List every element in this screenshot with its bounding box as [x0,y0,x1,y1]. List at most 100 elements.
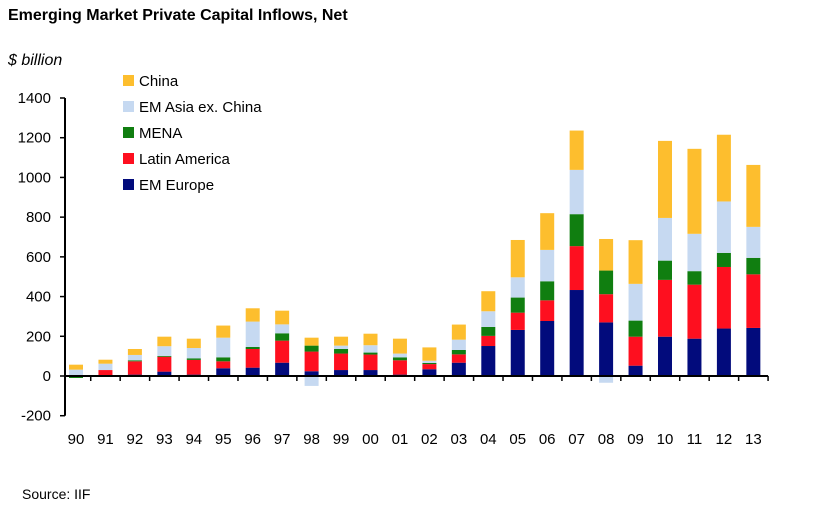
bar-latin-america-00 [363,354,378,371]
bar-mena-98 [304,345,319,352]
bar-em-europe-00 [363,370,378,376]
bar-em-europe-13 [746,327,761,376]
y-tick-label: 600 [26,249,51,266]
bar-em-asia-ex-china-05 [510,277,525,298]
bar-latin-america-02 [422,364,437,370]
x-tick-label: 01 [392,431,409,448]
bar-mena-08 [599,270,614,295]
bar-china-99 [334,336,349,346]
legend-label: EM Europe [139,177,214,194]
bar-em-europe-12 [716,328,731,376]
bar-latin-america-95 [216,361,231,369]
bar-china-02 [422,347,437,361]
bar-china-90 [69,364,83,370]
bar-china-12 [716,134,731,202]
bar-em-europe-97 [275,362,290,376]
y-tick-label: -200 [21,408,51,425]
bar-em-asia-ex-china-11 [687,233,702,272]
legend-label: MENA [139,125,182,142]
bar-em-asia-ex-china-08 [599,376,614,383]
bar-em-europe-05 [510,329,525,376]
bar-em-asia-ex-china-07 [569,169,584,215]
bar-mena-99 [334,348,349,354]
y-axis-label: $ billion [8,52,63,69]
bar-em-asia-ex-china-91 [98,363,113,371]
bar-china-03 [451,324,466,340]
bar-china-05 [510,239,525,278]
x-tick-label: 98 [303,431,320,448]
bar-em-europe-99 [334,370,349,376]
bar-china-94 [186,338,201,349]
bar-em-asia-ex-china-06 [540,249,555,282]
y-tick-label: 800 [26,209,51,226]
x-tick-label: 12 [716,431,733,448]
x-tick-label: 94 [185,431,202,448]
bar-china-93 [157,336,172,347]
legend-label: China [139,73,179,90]
bar-mena-02 [422,362,437,365]
bar-mena-92 [127,360,142,362]
bar-latin-america-13 [746,274,761,328]
x-tick-label: 92 [127,431,144,448]
bar-latin-america-99 [334,353,349,371]
source-note: Source: IIF [22,486,91,502]
y-tick-label: 400 [26,289,51,306]
legend-swatch [123,179,134,190]
bar-em-asia-ex-china-13 [746,226,761,258]
bar-latin-america-12 [716,266,731,329]
legend-swatch [123,75,134,86]
bar-latin-america-98 [304,351,319,372]
bar-em-asia-ex-china-12 [716,201,731,253]
bar-em-europe-96 [245,367,260,376]
bar-mena-05 [510,297,525,313]
bar-china-04 [481,291,496,312]
bar-em-asia-ex-china-96 [245,321,260,348]
bar-china-92 [127,348,142,355]
bar-latin-america-04 [481,335,496,347]
bar-em-europe-09 [628,365,643,376]
bar-em-europe-10 [658,336,672,376]
bar-latin-america-93 [157,356,172,372]
bar-china-09 [628,240,643,284]
y-tick-label: 1400 [18,90,51,107]
bar-latin-america-96 [245,348,260,368]
bar-em-europe-02 [422,369,437,376]
bar-em-europe-07 [569,290,584,376]
bar-mena-06 [540,281,555,301]
bar-latin-america-05 [510,312,525,330]
legend-label: Latin America [139,151,231,168]
bar-em-asia-ex-china-00 [363,345,378,353]
bar-em-asia-ex-china-90 [69,369,83,376]
x-tick-label: 06 [539,431,556,448]
bar-mena-07 [569,214,584,247]
y-tick-label: 0 [43,368,51,385]
bar-mena-00 [363,352,378,355]
y-tick-label: 1200 [18,130,51,147]
x-tick-label: 97 [274,431,291,448]
bar-latin-america-09 [628,336,643,366]
bar-china-97 [275,310,290,325]
bar-em-asia-ex-china-04 [481,311,496,327]
legend-swatch [123,101,134,112]
bar-em-europe-95 [216,368,231,376]
x-tick-label: 13 [745,431,762,448]
bar-mena-11 [687,271,702,285]
x-tick-label: 03 [451,431,468,448]
bar-china-96 [245,308,260,322]
bar-em-europe-98 [304,371,319,376]
bar-em-asia-ex-china-09 [628,283,643,321]
y-tick-label: 200 [26,328,51,345]
bar-mena-95 [216,357,231,362]
x-tick-label: 05 [509,431,526,448]
bar-latin-america-91 [98,370,113,376]
bar-china-08 [599,238,614,271]
bar-em-europe-03 [451,362,466,376]
bar-mena-97 [275,333,290,341]
bar-latin-america-06 [540,300,555,321]
x-tick-label: 00 [362,431,379,448]
bar-em-asia-ex-china-02 [422,360,437,363]
bar-latin-america-92 [127,361,142,375]
x-tick-label: 08 [598,431,615,448]
